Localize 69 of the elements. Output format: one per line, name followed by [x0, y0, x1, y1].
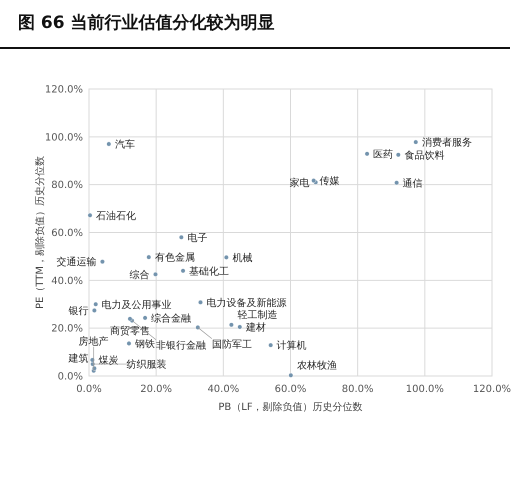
point — [88, 212, 92, 218]
x-axis-title: PB（LF，剔除负值）历史分位数 — [218, 401, 363, 413]
annotation: 家电 — [290, 176, 310, 189]
point — [92, 308, 97, 313]
x-tick-label: 0.0% — [76, 384, 102, 395]
point — [106, 142, 112, 146]
point — [394, 180, 400, 186]
y-tick-label: 120.0% — [44, 84, 83, 96]
point — [288, 372, 294, 378]
y-tick-label: 20.0% — [51, 324, 83, 335]
point — [153, 272, 158, 277]
annotation: 煤炭 — [98, 354, 118, 366]
annotation: 计算机 — [276, 340, 307, 352]
point — [126, 341, 132, 346]
annotation: 石油石化 — [96, 210, 136, 222]
point — [413, 140, 418, 144]
annotation: 电力设备及新能源 — [206, 296, 286, 309]
chart-title: 图 66 当前行业估值分化较为明显 — [18, 13, 274, 33]
y-tick-label: 80.0% — [51, 180, 83, 192]
annotation: 消费者服务 — [422, 136, 472, 149]
point — [195, 325, 200, 330]
point — [396, 152, 401, 158]
point — [198, 300, 203, 305]
annotation: 机械 — [232, 252, 252, 264]
annotation: 纺织服装 — [126, 358, 167, 371]
x-tick-label: 20.0% — [140, 384, 172, 395]
y-tick-label: 40.0% — [51, 276, 83, 287]
point — [100, 259, 105, 264]
x-tick-label: 60.0% — [274, 384, 306, 395]
annotation: 国防军工 — [212, 338, 252, 351]
point — [268, 342, 274, 348]
annotation: 房地产 — [78, 336, 109, 348]
x-tick-label: 80.0% — [342, 384, 374, 395]
annotation: 轻工制造 — [237, 309, 278, 322]
y-tick-label: 0.0% — [58, 372, 83, 382]
annotation: 汽车 — [114, 138, 135, 151]
annotation: 电子 — [187, 232, 208, 244]
annotation: 交通运输 — [56, 256, 96, 268]
point — [224, 254, 229, 260]
point — [93, 302, 98, 307]
point — [237, 324, 242, 330]
annotation: 钢铁 — [134, 338, 155, 350]
annotation: 食品饮料 — [404, 149, 444, 162]
y-axis-title: PE（TTM，剔除负值）历史分位数 — [34, 156, 46, 310]
annotation: 医药 — [373, 148, 394, 160]
annotation: 银行 — [67, 306, 88, 317]
annotation: 商贸零售 — [110, 324, 150, 337]
annotation: 有色金属 — [154, 252, 195, 264]
y-tick-label: 100.0% — [44, 132, 83, 144]
annotation: 电力及公用事业 — [102, 298, 172, 311]
point — [364, 151, 370, 156]
annotation: 综合 — [129, 268, 150, 281]
x-tick-label: 100.0% — [406, 384, 444, 395]
annotation: 农林牧渔 — [296, 359, 337, 372]
annotation: 基础化工 — [189, 265, 230, 278]
annotation: 建材 — [244, 321, 266, 334]
annotation: 通信 — [402, 177, 423, 190]
annotation: 非银行金融 — [156, 340, 206, 352]
point — [146, 254, 152, 260]
point — [142, 315, 148, 320]
annotation: 综合金融 — [151, 312, 192, 324]
point — [178, 234, 184, 240]
point — [180, 268, 186, 274]
annotation: 传媒 — [320, 176, 340, 188]
x-tick-label: 40.0% — [207, 384, 240, 395]
x-tick-label: 120.0% — [472, 384, 512, 395]
y-tick-label: 60.0% — [51, 228, 83, 239]
point — [228, 322, 234, 328]
annotation: 建筑 — [67, 352, 88, 365]
